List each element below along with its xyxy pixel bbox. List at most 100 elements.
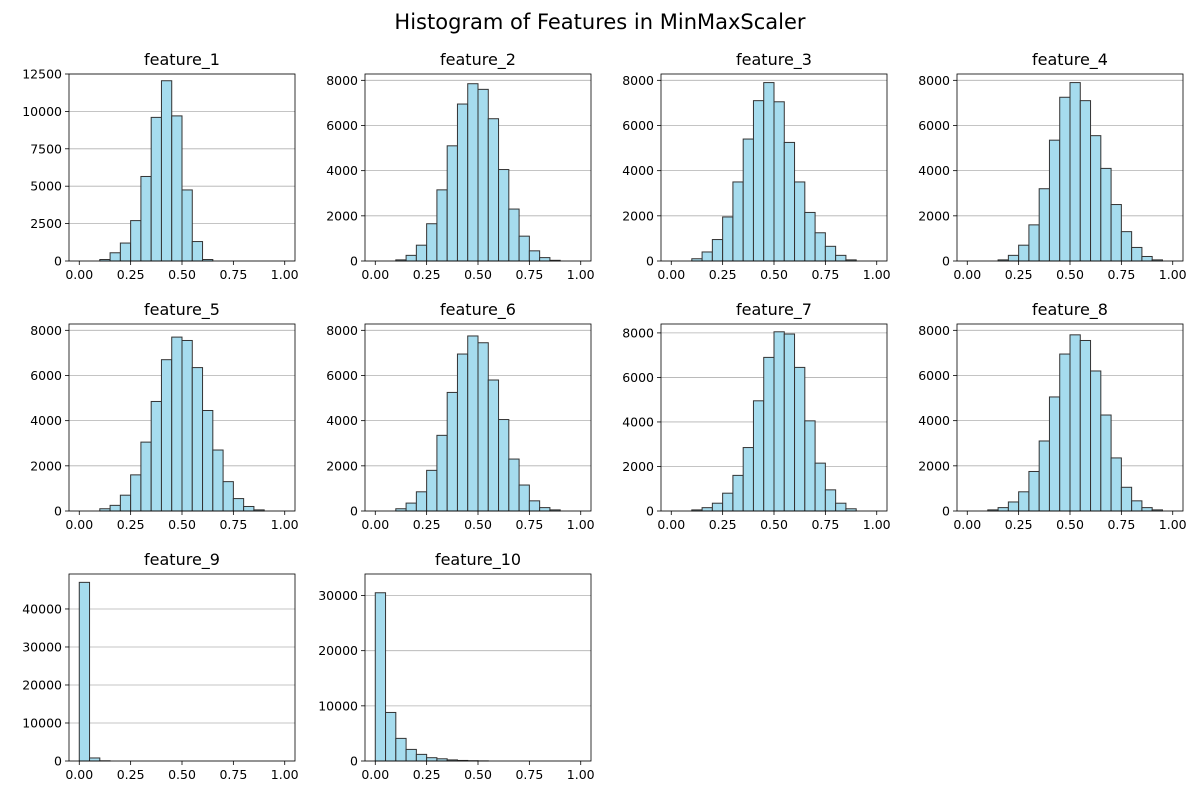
x-tick-label: 0.75	[1107, 267, 1135, 282]
histogram-bar	[742, 447, 754, 512]
x-tick-label: 0.00	[361, 517, 389, 532]
x-tick-label: 0.50	[168, 517, 196, 532]
histogram-bar	[426, 757, 438, 762]
histogram-bar	[835, 254, 847, 262]
x-tick-label: 0.00	[657, 517, 685, 532]
histogram-bar	[109, 252, 121, 262]
histogram-bar	[405, 254, 417, 262]
y-tick-label: 7500	[30, 141, 62, 156]
histogram-bar	[446, 145, 458, 262]
subplot-title: feature_2	[440, 50, 516, 70]
subplot-feature_10: 0 10000 20000 30000 0.00 0.25 0.50 0.75 1.00 feat…	[318, 550, 594, 782]
histogram-bar	[140, 175, 152, 262]
x-tick-label: 0.00	[361, 767, 389, 782]
x-tick-label: 1.00	[863, 267, 891, 282]
y-tick-label: 6000	[326, 368, 358, 383]
histogram-bar	[722, 492, 734, 512]
subplot-feature_3: 0 2000 4000 6000 8000 0.00 0.25 0.50 0.75 1.00 fea…	[622, 50, 890, 282]
x-tick-label: 0.50	[1056, 267, 1084, 282]
axes-frame	[364, 573, 592, 762]
histogram-bar	[742, 138, 754, 262]
histogram-bar	[1007, 254, 1020, 262]
histogram-bar	[518, 484, 530, 512]
y-tick-label: 12500	[22, 67, 62, 82]
y-tick-label: 0	[350, 504, 358, 519]
histogram-bar	[477, 88, 489, 262]
x-tick-label: 0.25	[709, 517, 737, 532]
histogram-bar	[181, 189, 193, 262]
x-tick-label: 1.00	[1159, 267, 1187, 282]
y-tick-label: 4000	[622, 414, 654, 429]
histogram-bar	[1007, 501, 1020, 512]
histogram-bar	[395, 737, 407, 762]
y-tick-label: 4000	[918, 413, 950, 428]
x-tick-label: 0.75	[1107, 517, 1135, 532]
histogram-bar	[794, 181, 806, 262]
subplot-title: feature_4	[1032, 50, 1108, 70]
histogram-bar	[456, 103, 469, 262]
histogram-bar	[763, 82, 775, 262]
subplot-title: feature_3	[736, 50, 812, 70]
histogram-bar	[498, 419, 510, 512]
histogram-bar	[824, 245, 837, 262]
histogram-bar	[436, 189, 448, 262]
y-tick-label: 2000	[30, 458, 62, 473]
histogram-bar	[1090, 370, 1102, 512]
y-tick-label: 4000	[918, 163, 950, 178]
x-tick-label: 0.00	[65, 767, 93, 782]
subplot-title: feature_10	[435, 550, 521, 570]
histogram-bar	[119, 242, 132, 262]
subplot-title: feature_9	[144, 550, 220, 570]
x-tick-label: 0.50	[760, 517, 788, 532]
x-tick-label: 0.00	[361, 267, 389, 282]
x-tick-label: 0.50	[1056, 517, 1084, 532]
y-tick-label: 0	[54, 504, 62, 519]
histogram-bar	[415, 491, 428, 512]
histogram-bar	[1100, 414, 1112, 512]
histogram-bar	[711, 239, 724, 262]
histogram-bar	[1069, 334, 1081, 512]
y-tick-label: 0	[350, 254, 358, 269]
y-tick-label: 0	[350, 754, 358, 769]
histogram-bar	[109, 504, 121, 512]
histogram-bar	[1048, 139, 1061, 262]
histogram-bar	[763, 356, 775, 512]
y-tick-label: 30000	[22, 639, 62, 654]
histogram-bar	[518, 235, 530, 262]
histogram-bar	[1028, 470, 1040, 512]
histogram-bar	[467, 335, 479, 512]
y-tick-label: 2000	[326, 208, 358, 223]
histogram-bar	[1090, 135, 1102, 262]
x-tick-label: 0.75	[219, 767, 247, 782]
histogram-bar	[1079, 339, 1092, 512]
histogram-bar	[415, 753, 428, 762]
histogram-bar	[508, 458, 520, 512]
x-tick-label: 0.25	[117, 517, 145, 532]
histogram-bar	[243, 505, 255, 512]
y-tick-label: 10000	[22, 104, 62, 119]
y-tick-label: 0	[942, 254, 950, 269]
x-tick-label: 0.50	[464, 767, 492, 782]
histogram-bar	[528, 500, 541, 512]
y-tick-label: 2500	[30, 216, 62, 231]
y-tick-label: 8000	[30, 323, 62, 338]
histogram-bar	[1059, 96, 1071, 262]
y-tick-label: 5000	[30, 179, 62, 194]
x-tick-label: 1.00	[271, 517, 299, 532]
histogram-bar	[191, 367, 204, 512]
histogram-bar	[1038, 188, 1050, 262]
histogram-bar	[202, 409, 214, 512]
histogram-bar	[130, 220, 142, 262]
histogram-bar	[804, 211, 816, 262]
histogram-bar	[89, 757, 101, 762]
histogram-bar	[130, 474, 142, 512]
x-tick-label: 0.00	[657, 267, 685, 282]
x-tick-label: 0.00	[65, 267, 93, 282]
histogram-bar	[1120, 486, 1133, 512]
histogram-bar	[171, 336, 183, 512]
y-tick-label: 6000	[918, 118, 950, 133]
histogram-bar	[78, 581, 91, 762]
subplot-feature_7: 0 2000 4000 6000 8000 0.00 0.25 0.50 0.75 1.00 fea…	[622, 300, 890, 532]
histogram-bar	[1141, 507, 1153, 512]
x-tick-label: 0.25	[413, 767, 441, 782]
